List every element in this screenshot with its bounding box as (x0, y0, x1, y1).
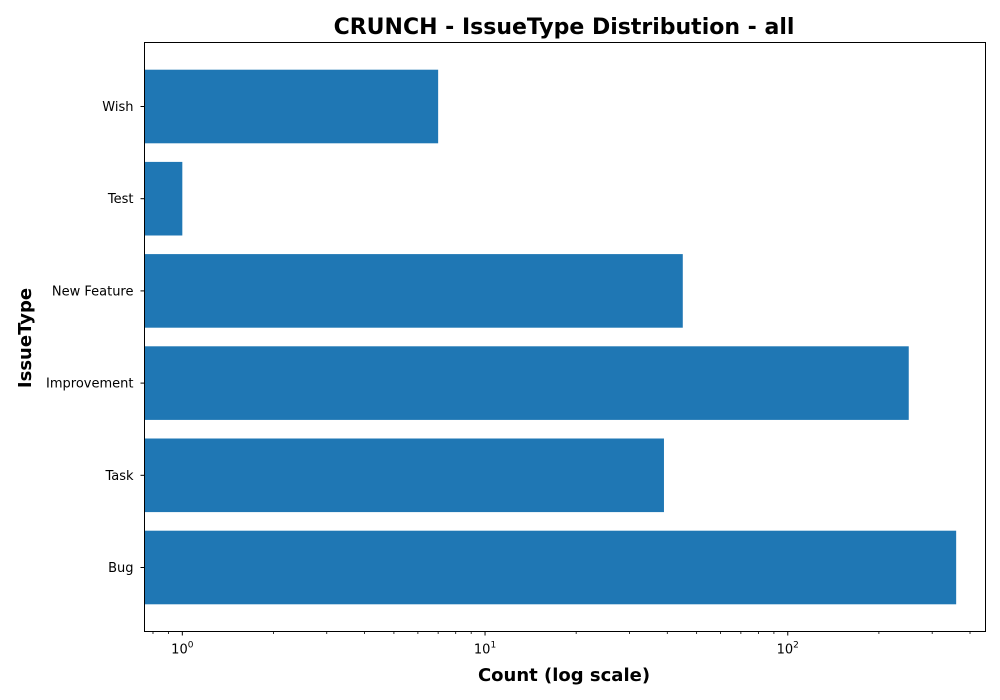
y-tick-label-bug: Bug (108, 561, 133, 576)
ticks-layer: Bug Task Improvement New Feature Test Wish 100… (46, 100, 971, 658)
bar-bug (144, 530, 957, 605)
plot-frame (144, 42, 986, 632)
bars-layer (144, 69, 957, 605)
y-tick-label-task: Task (104, 469, 134, 484)
x-axis-label: Count (log scale) (478, 665, 650, 686)
bar-test (144, 161, 183, 236)
y-tick-label-improvement: Improvement (46, 377, 133, 392)
y-axis-label: IssueType (15, 288, 36, 388)
x-tick-label-1: 101 (474, 641, 496, 658)
chart-title: CRUNCH - IssueType Distribution - all (334, 15, 795, 40)
x-tick-label-0: 100 (171, 641, 194, 658)
y-tick-label-test: Test (107, 192, 134, 207)
y-tick-label-wish: Wish (102, 100, 133, 115)
x-tick-label-2: 102 (777, 641, 799, 658)
bar-wish (144, 69, 439, 144)
bar-task (144, 438, 664, 513)
y-tick-label-new-feature: New Feature (52, 284, 134, 299)
bar-new-feature (144, 254, 683, 328)
bar-improvement (144, 346, 909, 420)
